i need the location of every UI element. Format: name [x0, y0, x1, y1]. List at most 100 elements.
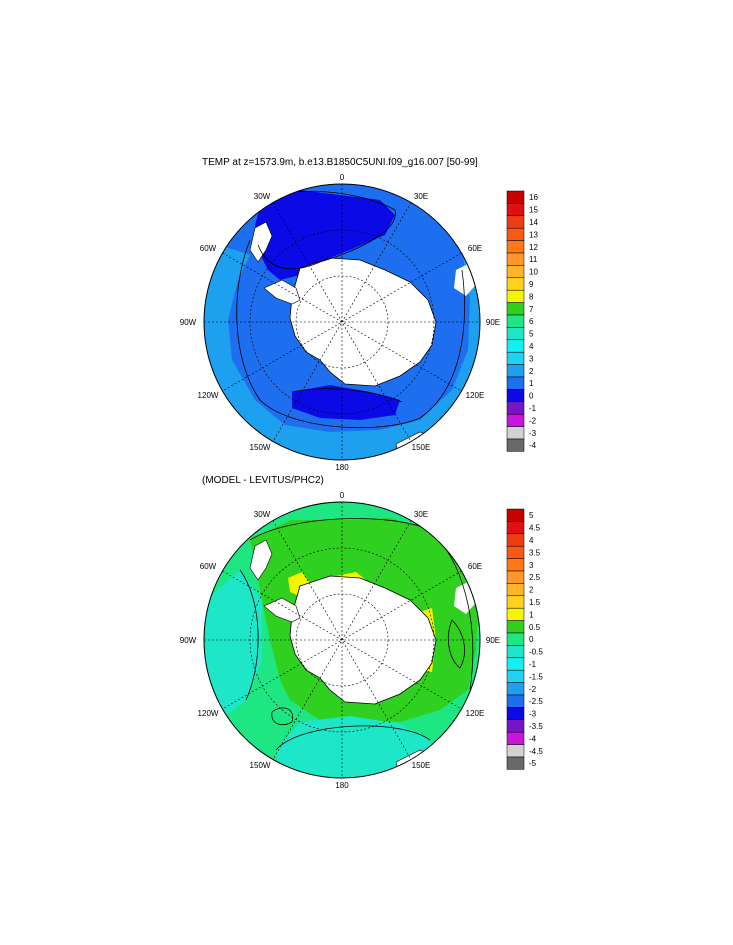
panel-2-label-60W: 60W: [200, 562, 217, 571]
colorbar-swatch: [506, 327, 525, 341]
colorbar-label: -2.5: [529, 697, 543, 706]
panel-1-ross-cold: [292, 385, 400, 420]
colorbar-label: -3: [529, 710, 537, 719]
colorbar-swatch: [506, 657, 525, 671]
colorbar-label: -4: [529, 734, 537, 743]
panel-1-south-america-land: [249, 221, 273, 263]
colorbar-swatch: [506, 632, 525, 646]
colorbar-swatch: [506, 227, 525, 241]
panel-2-label-150W: 150W: [250, 761, 271, 770]
panel-2-peninsula-land: [263, 597, 301, 623]
panel-2-map-border: [203, 501, 481, 779]
colorbar-label: 2: [529, 586, 534, 595]
colorbar-label: 14: [529, 218, 538, 227]
colorbar-label: -0.5: [529, 648, 543, 657]
colorbar-swatch: [506, 426, 525, 440]
panel-1-title: TEMP at z=1573.9m, b.e13.B1850C5UNI.f09_…: [202, 157, 478, 168]
panel-1-graticule: [204, 184, 480, 460]
panel-1-label-0: 0: [340, 173, 345, 182]
colorbar-swatch: [506, 583, 525, 597]
colorbar-label: 3: [529, 561, 534, 570]
colorbar-label: 2.5: [529, 573, 541, 582]
colorbar-swatch: [506, 314, 525, 328]
panel-2-colorbar: 5 4.5 4 3.5 3 2.5 2 1.5 1 0.5 0 -0.5 -1 -1.5 -2 -2.5 -3 -…: [506, 508, 543, 770]
colorbar-label: 2: [529, 367, 534, 376]
colorbar-label: 0: [529, 392, 534, 401]
panel-1-label-30W: 30W: [254, 192, 271, 201]
panel-2-title: (MODEL - LEVITUS/PHC2): [202, 475, 324, 486]
colorbar-label: -4: [529, 441, 537, 450]
colorbar-swatch: [506, 376, 525, 390]
panel-1-label-120W: 120W: [198, 391, 219, 400]
panel-2-label-30W: 30W: [254, 510, 271, 519]
panel-1-label-120E: 120E: [466, 391, 485, 400]
colorbar-swatch: [506, 190, 525, 204]
colorbar-label: -5: [529, 759, 537, 768]
colorbar-label: 16: [529, 193, 538, 202]
colorbar-label: 0.5: [529, 623, 541, 632]
colorbar-swatch: [506, 756, 525, 770]
colorbar-swatch: [506, 351, 525, 365]
colorbar-swatch: [506, 595, 525, 609]
colorbar-swatch: [506, 620, 525, 634]
colorbar-swatch: [506, 252, 525, 266]
colorbar-swatch: [506, 389, 525, 403]
panel-2-label-120W: 120W: [198, 709, 219, 718]
colorbar-label: -2: [529, 685, 537, 694]
panel-2-label-30E: 30E: [414, 510, 428, 519]
colorbar-swatch: [506, 364, 525, 378]
colorbar-swatch: [506, 265, 525, 279]
colorbar-label: 11: [529, 255, 538, 264]
panel-1-weddell-cold: [255, 190, 395, 280]
colorbar-label: 3: [529, 354, 534, 363]
colorbar-label: 5: [529, 511, 534, 520]
colorbar-label: 13: [529, 230, 538, 239]
colorbar-label: -1: [529, 404, 537, 413]
colorbar-swatch: [506, 277, 525, 291]
panel-1-map: 0 30E 60E 90E 120E 150E 180 150W 120W 90…: [180, 173, 500, 472]
panel-1-label-30E: 30E: [414, 192, 428, 201]
colorbar-label: 15: [529, 206, 538, 215]
colorbar-label: -1.5: [529, 672, 543, 681]
panel-1-label-60E: 60E: [468, 244, 482, 253]
colorbar-swatch: [506, 438, 525, 452]
colorbar-swatch: [506, 401, 525, 415]
colorbar-swatch: [506, 302, 525, 316]
panel-2-antarctica-land: [289, 575, 437, 705]
colorbar-swatch: [506, 731, 525, 745]
colorbar-label: 3.5: [529, 548, 541, 557]
panel-2-label-120E: 120E: [466, 709, 485, 718]
colorbar-swatch: [506, 558, 525, 572]
panel-1-antarctica-land: [289, 257, 437, 387]
panel-1-label-60W: 60W: [200, 244, 217, 253]
colorbar-swatch: [506, 545, 525, 559]
colorbar-label: -3.5: [529, 722, 543, 731]
colorbar-swatch: [506, 289, 525, 303]
colorbar-swatch: [506, 240, 525, 254]
colorbar-swatch: [506, 203, 525, 217]
colorbar-label: 1.5: [529, 598, 541, 607]
colorbar-swatch: [506, 339, 525, 353]
panel-2-graticule: [204, 502, 480, 778]
colorbar-label: 5: [529, 330, 534, 339]
colorbar-swatch: [506, 707, 525, 721]
colorbar-swatch: [506, 694, 525, 708]
colorbar-swatch: [506, 521, 525, 535]
panel-2-south-america-land: [249, 539, 273, 581]
panel-2-cool-west: [206, 570, 262, 720]
panel-1-map-border: [203, 183, 481, 461]
panel-2-label-0: 0: [340, 491, 345, 500]
colorbar-label: -4.5: [529, 747, 543, 756]
colorbar-swatch: [506, 719, 525, 733]
colorbar-label: 1: [529, 379, 534, 388]
colorbar-swatch: [506, 607, 525, 621]
panel-1-label-150E: 150E: [412, 443, 431, 452]
panel-2-map: 0 30E 60E 90E 120E 150E 180 150W 120W 90…: [180, 491, 500, 790]
colorbar-swatch: [506, 669, 525, 683]
colorbar-swatch: [506, 682, 525, 696]
colorbar-label: -1: [529, 660, 537, 669]
colorbar-swatch: [506, 508, 525, 522]
colorbar-label: 4.5: [529, 524, 541, 533]
